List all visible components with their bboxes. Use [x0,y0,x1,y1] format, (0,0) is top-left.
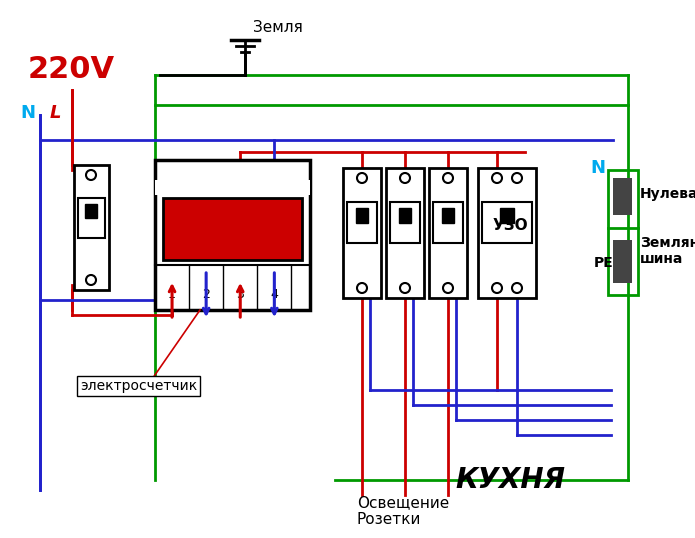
Bar [482,202,532,243]
Circle shape [443,173,453,183]
Text: 220V: 220V [28,55,115,84]
Bar [608,170,638,295]
Bar [155,160,310,310]
Text: Нулевая: Нулевая [640,187,695,201]
Text: 3: 3 [236,288,244,301]
Text: PE: PE [594,256,614,270]
Circle shape [86,275,96,285]
Bar [85,203,97,217]
Bar [500,208,514,223]
Text: 1: 1 [168,288,176,301]
Bar [163,198,302,260]
Bar [399,208,411,223]
Circle shape [492,173,502,183]
Text: Земляная
шина: Земляная шина [640,236,695,266]
Bar [613,240,632,283]
Circle shape [86,170,96,180]
Bar [155,180,310,195]
Bar [347,202,377,243]
Circle shape [492,283,502,293]
Circle shape [512,173,522,183]
Text: N: N [590,159,605,177]
Bar [433,202,463,243]
Text: 4: 4 [270,288,278,301]
Text: Освещение
Розетки: Освещение Розетки [357,495,449,527]
Text: L: L [50,104,61,122]
Bar [613,178,632,215]
Circle shape [512,283,522,293]
Bar [390,202,420,243]
Circle shape [443,283,453,293]
Circle shape [357,283,367,293]
Text: КУХНЯ: КУХНЯ [455,466,565,494]
Text: УЗО: УЗО [493,218,529,233]
Text: 2: 2 [202,288,210,301]
Bar [74,165,108,290]
Circle shape [400,173,410,183]
Circle shape [357,173,367,183]
Text: Земля: Земля [253,20,303,35]
Text: N: N [20,104,35,122]
Bar [356,208,368,223]
Text: электросчетчик: электросчетчик [80,379,197,393]
Bar [78,197,104,237]
Bar [343,168,381,298]
Circle shape [400,283,410,293]
Bar [478,168,536,298]
Bar [442,208,454,223]
Bar [386,168,424,298]
Bar [429,168,467,298]
